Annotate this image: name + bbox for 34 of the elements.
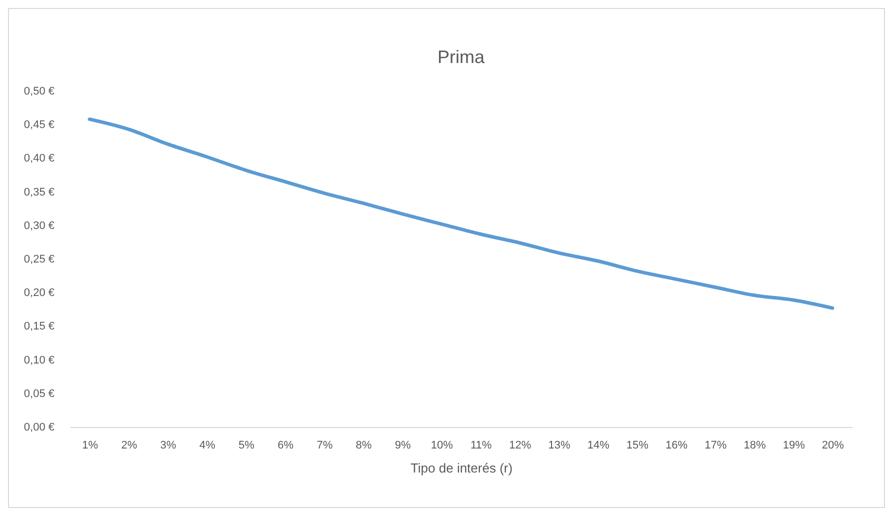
chart-title: Prima: [437, 47, 486, 67]
y-tick-label: 0,30 €: [24, 220, 54, 232]
x-tick-label: 17%: [704, 440, 727, 452]
y-tick-label: 0,00 €: [24, 422, 54, 434]
y-tick-label: 0,15 €: [24, 320, 54, 333]
x-tick-label: 4%: [199, 440, 216, 452]
x-tick-label: 5%: [238, 440, 255, 452]
x-tick-label: 7%: [316, 440, 333, 452]
y-tick-label: 0,25 €: [24, 254, 54, 266]
y-tick-label: 0,20 €: [24, 287, 54, 300]
x-tick-label: 11%: [470, 440, 492, 452]
x-tick-label: 2%: [121, 440, 138, 452]
x-tick-label: 9%: [394, 440, 412, 452]
y-tick-label: 0,05 €: [24, 388, 54, 400]
x-axis-title: Tipo de interés (r): [410, 460, 513, 476]
y-tick-label: 0,45 €: [24, 119, 54, 132]
x-tick-label: 20%: [822, 440, 844, 452]
x-tick-label: 14%: [587, 440, 610, 452]
y-tick-label: 0,50 €: [24, 86, 54, 98]
x-tick-label: 13%: [548, 440, 570, 452]
y-tick-label: 0,35 €: [24, 186, 54, 198]
x-tick-label: 10%: [430, 440, 454, 452]
x-tick-label: 12%: [509, 440, 532, 452]
line-series: [88, 117, 834, 310]
x-tick-label: 3%: [160, 440, 176, 452]
y-tick-label: 0,40 €: [24, 152, 54, 165]
x-tick-label: 15%: [626, 440, 649, 452]
x-tick-label: 1%: [82, 440, 98, 452]
x-tick-label: 18%: [744, 440, 766, 452]
x-tick-label: 8%: [356, 440, 372, 452]
x-tick-label: 19%: [782, 440, 806, 452]
x-tick-label: 16%: [666, 440, 688, 452]
y-tick-label: 0,10 €: [24, 354, 54, 366]
x-tick-label: 6%: [278, 440, 294, 452]
